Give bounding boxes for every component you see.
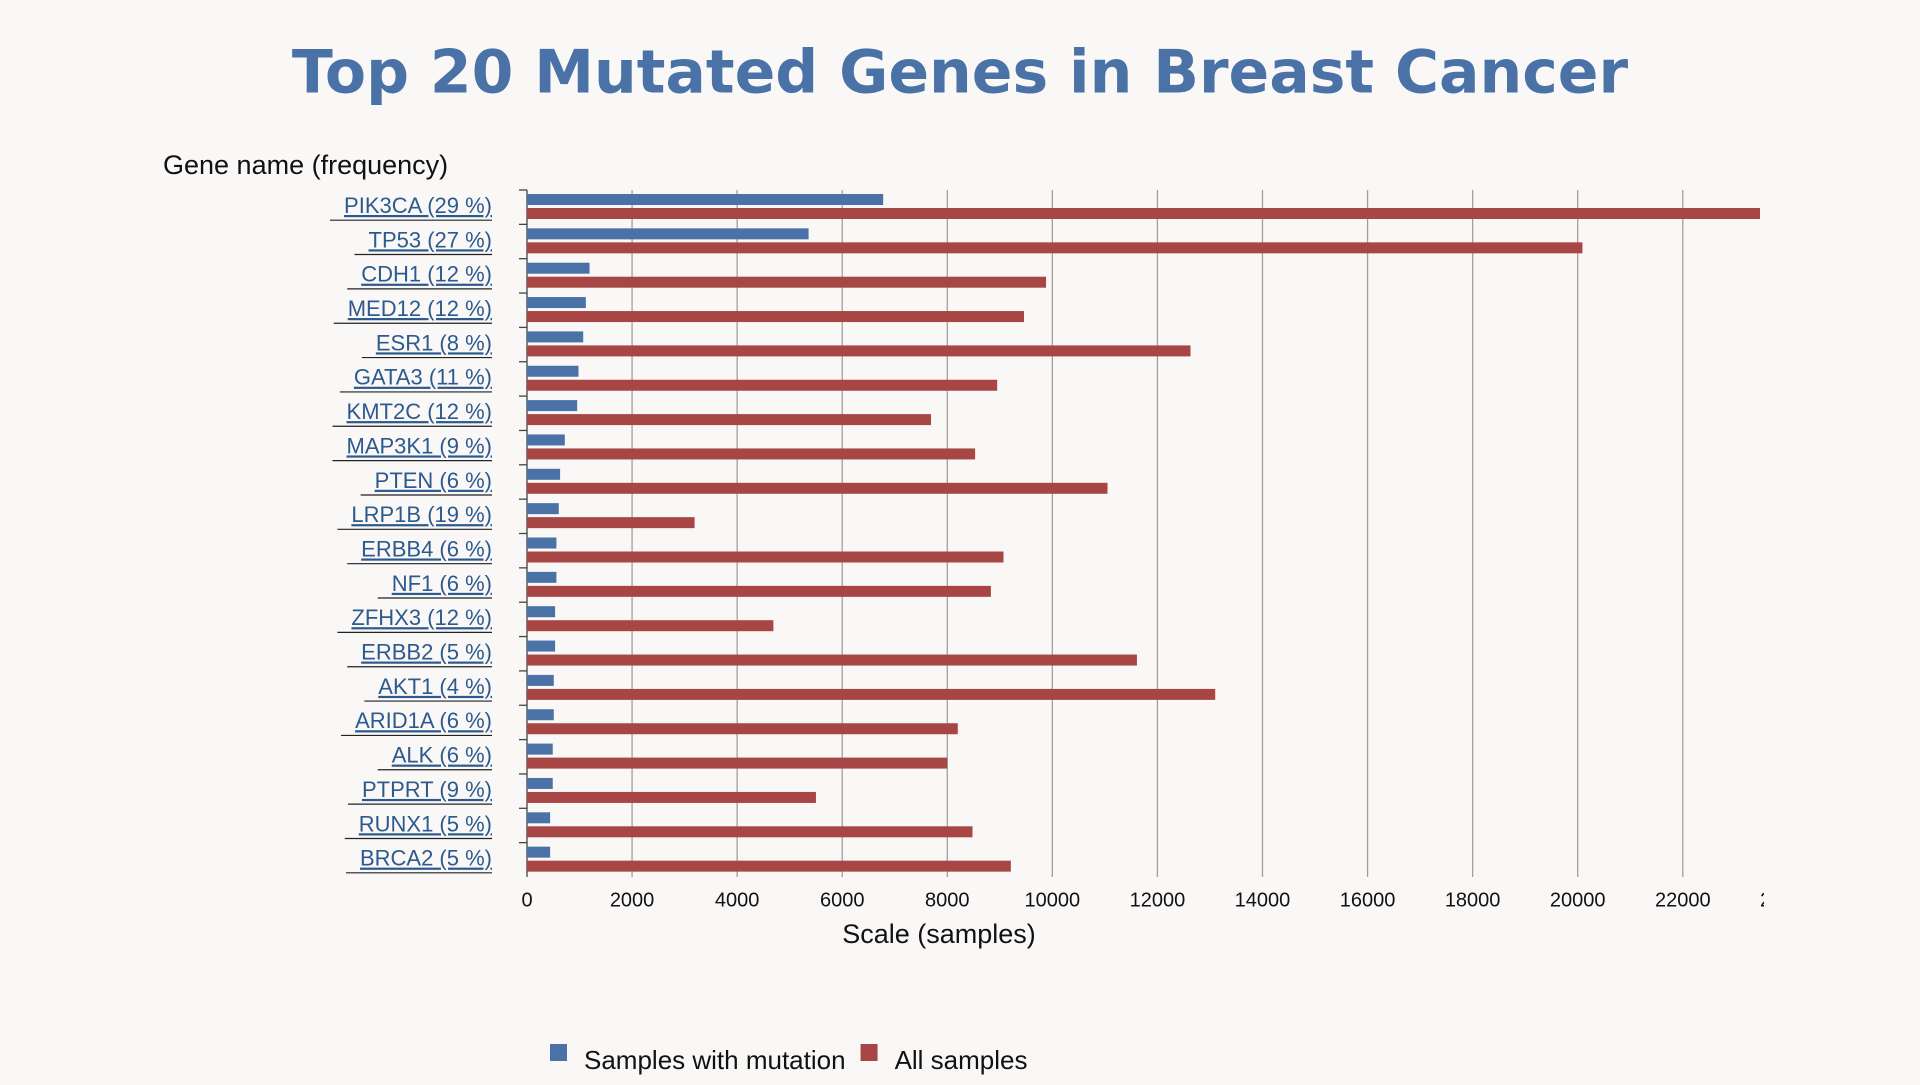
bar	[527, 400, 578, 412]
gene-link[interactable]: ESR1 (8 %)	[376, 330, 492, 355]
bar	[527, 365, 579, 377]
bar	[527, 743, 553, 755]
bar	[527, 208, 1760, 219]
bars	[527, 194, 1760, 872]
x-axis-title: Scale (samples)	[842, 919, 1036, 949]
bar	[527, 517, 695, 529]
bar	[527, 537, 557, 549]
gene-link[interactable]: AKT1 (4 %)	[378, 674, 492, 699]
bar	[527, 448, 976, 460]
gene-link[interactable]: KMT2C (12 %)	[347, 399, 492, 424]
bar	[527, 777, 553, 789]
grid: 0 2000 4000 6000 8000 10000 12000 14000 16000 180…	[521, 190, 1816, 911]
bar	[527, 311, 1024, 323]
bar	[527, 331, 584, 343]
bar	[527, 674, 554, 686]
gene-link[interactable]: GATA3 (11 %)	[354, 365, 492, 390]
bar	[527, 826, 973, 838]
gene-link[interactable]: ARID1A (6 %)	[355, 708, 492, 733]
bar	[527, 242, 1583, 254]
bar	[527, 482, 1108, 494]
bar	[527, 860, 1011, 872]
bar	[527, 345, 1191, 357]
gene-link[interactable]: PIK3CA (29 %)	[344, 193, 492, 218]
x-tick-label: 10000	[1025, 889, 1081, 911]
bar	[527, 640, 556, 652]
chart-title: Top 20 Mutated Genes in Breast Cancer	[292, 38, 1629, 108]
x-tick-label: 0	[521, 889, 532, 911]
bar	[527, 606, 556, 618]
bar	[527, 757, 948, 769]
x-tick-label: 16000	[1340, 889, 1396, 911]
bar	[527, 723, 958, 735]
gene-link[interactable]: MAP3K1 (9 %)	[347, 433, 493, 458]
bar	[527, 846, 551, 858]
x-tick-label: 24000	[1760, 889, 1816, 911]
bar	[527, 709, 554, 721]
x-tick-label: 2000	[610, 889, 655, 911]
bar	[527, 654, 1137, 666]
bar	[527, 414, 931, 426]
y-axis-title: Gene name (frequency)	[163, 150, 448, 180]
gene-link[interactable]: BRCA2 (5 %)	[360, 846, 492, 871]
bar	[527, 812, 551, 824]
legend: Samples with mutation All samples	[550, 1044, 1028, 1075]
gene-link[interactable]: PTEN (6 %)	[375, 468, 492, 493]
bar	[527, 571, 557, 583]
x-tick-label: 14000	[1235, 889, 1291, 911]
x-tick-label: 4000	[715, 889, 760, 911]
legend-swatch	[860, 1044, 878, 1061]
bar	[527, 194, 884, 205]
bar	[527, 262, 590, 274]
bar	[527, 688, 1216, 700]
gene-link[interactable]: ERBB2 (5 %)	[361, 640, 492, 665]
bar	[527, 434, 565, 446]
gene-link[interactable]: PTPRT (9 %)	[362, 777, 492, 802]
legend-swatch	[550, 1044, 567, 1061]
gene-link[interactable]: CDH1 (12 %)	[361, 262, 492, 287]
x-tick-label: 18000	[1445, 889, 1501, 911]
bar	[527, 468, 561, 480]
gene-link[interactable]: ZFHX3 (12 %)	[351, 605, 492, 630]
x-tick-label: 20000	[1550, 889, 1606, 911]
bar	[527, 297, 586, 309]
gene-link[interactable]: RUNX1 (5 %)	[359, 811, 492, 836]
x-tick-label: 8000	[925, 889, 970, 911]
gene-link[interactable]: ERBB4 (6 %)	[361, 536, 492, 561]
x-tick-label: 6000	[820, 889, 865, 911]
bar	[527, 276, 1047, 288]
gene-link[interactable]: NF1 (6 %)	[392, 571, 492, 596]
gene-link[interactable]: LRP1B (19 %)	[351, 502, 492, 527]
labels: PIK3CA (29 %) TP53 (27 %) CDH1 (12 %) MED12…	[330, 189, 527, 874]
gene-link[interactable]: ALK (6 %)	[392, 743, 492, 768]
bar	[527, 585, 991, 597]
bar	[527, 551, 1004, 563]
gene-link[interactable]: TP53 (27 %)	[369, 227, 493, 252]
legend-label: Samples with mutation	[584, 1045, 846, 1075]
x-tick-label: 22000	[1655, 889, 1711, 911]
legend-label: All samples	[895, 1045, 1028, 1075]
bar	[527, 620, 774, 632]
bar	[527, 379, 998, 391]
bar	[527, 228, 809, 240]
bar	[527, 503, 559, 515]
bar	[527, 791, 816, 803]
x-tick-label: 12000	[1130, 889, 1186, 911]
gene-link[interactable]: MED12 (12 %)	[348, 296, 492, 321]
